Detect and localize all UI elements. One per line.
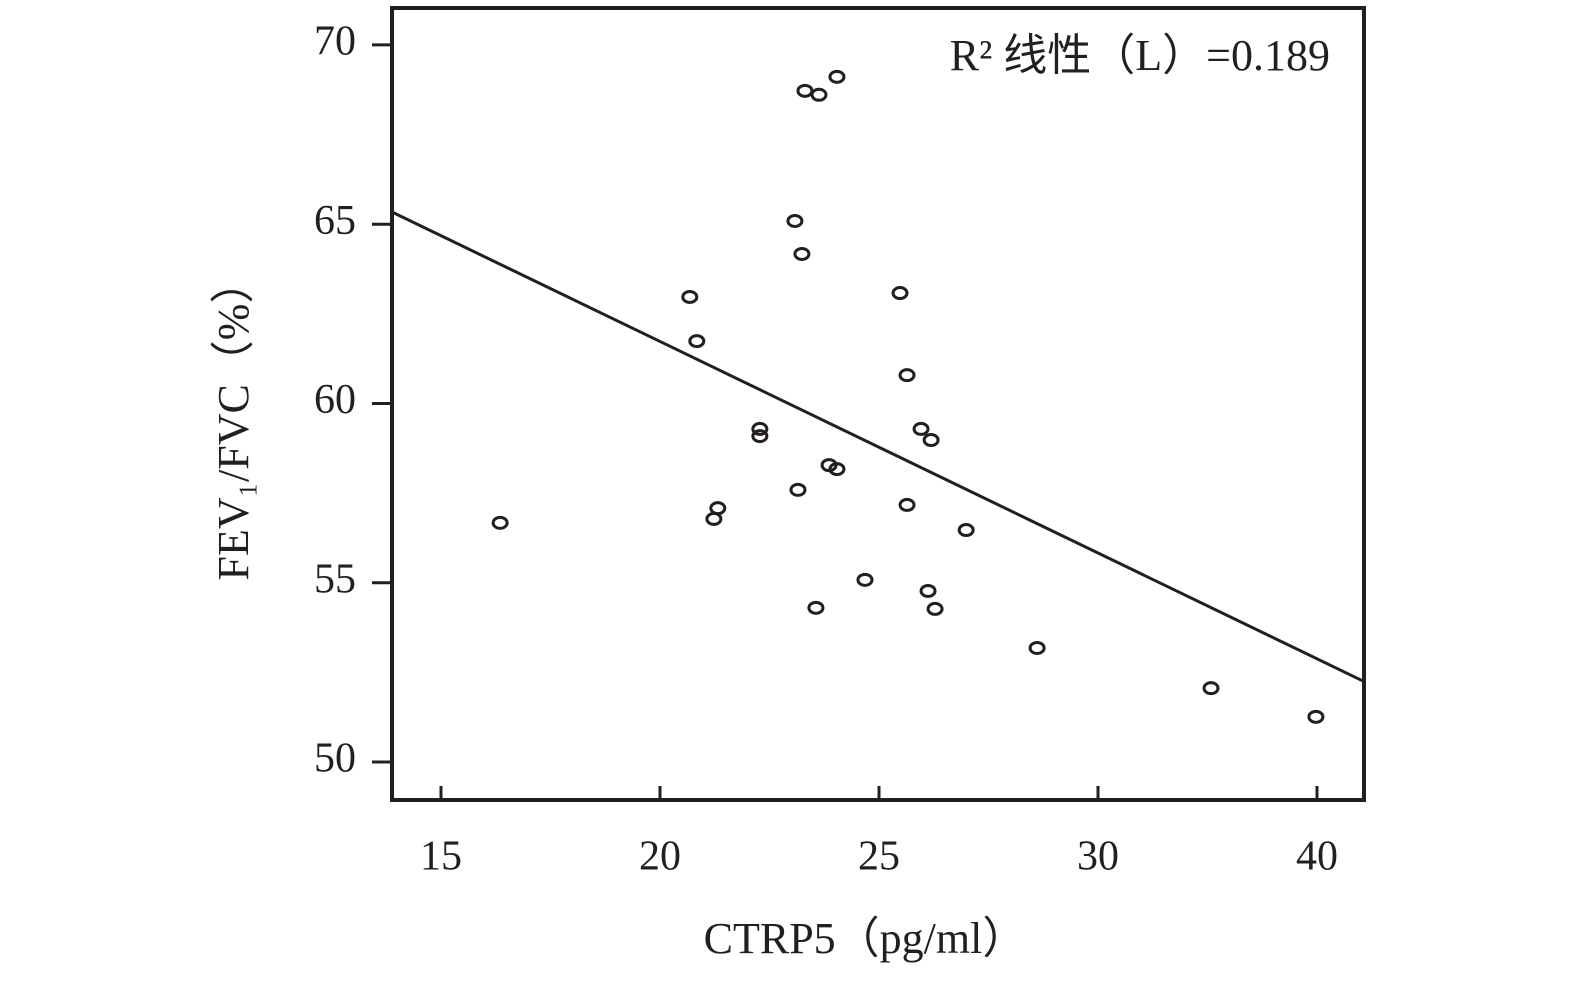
point [919,583,937,598]
point [926,601,944,616]
point [828,69,846,84]
point [751,421,769,436]
fit-line [391,210,1366,684]
point [957,523,975,538]
point [751,429,769,444]
y-tick-label: 65 [314,198,356,244]
annotation: R² 线性（L）=0.189 [950,31,1330,80]
point [688,334,706,349]
point [1028,640,1046,655]
point [828,462,846,477]
point [705,511,723,526]
point [1202,681,1220,696]
point [898,368,916,383]
point [491,515,509,530]
y-tick-label: 60 [314,377,356,423]
point [912,421,930,436]
point [807,600,825,615]
point [786,213,804,228]
point [1307,709,1325,724]
x-tick-label: 30 [1077,834,1119,880]
point [789,482,807,497]
point [796,83,814,98]
y-axis-title: FEV₁/FVC（%） [209,260,258,581]
point [898,497,916,512]
x-tick-label: 25 [858,834,900,880]
point [922,433,940,448]
x-tick-label: 40 [1296,834,1338,880]
y-tick-label: 70 [314,19,356,65]
x-tick-label: 20 [639,834,681,880]
point [793,246,811,261]
point [856,572,874,587]
y-tick-label: 50 [314,736,356,782]
point [810,87,828,102]
point [891,286,909,301]
x-axis-title: CTRP5（pg/ml） [704,914,1027,963]
x-tick-label: 15 [420,834,462,880]
y-tick-label: 55 [314,556,356,602]
plot-frame [390,6,1366,802]
point [681,289,699,304]
